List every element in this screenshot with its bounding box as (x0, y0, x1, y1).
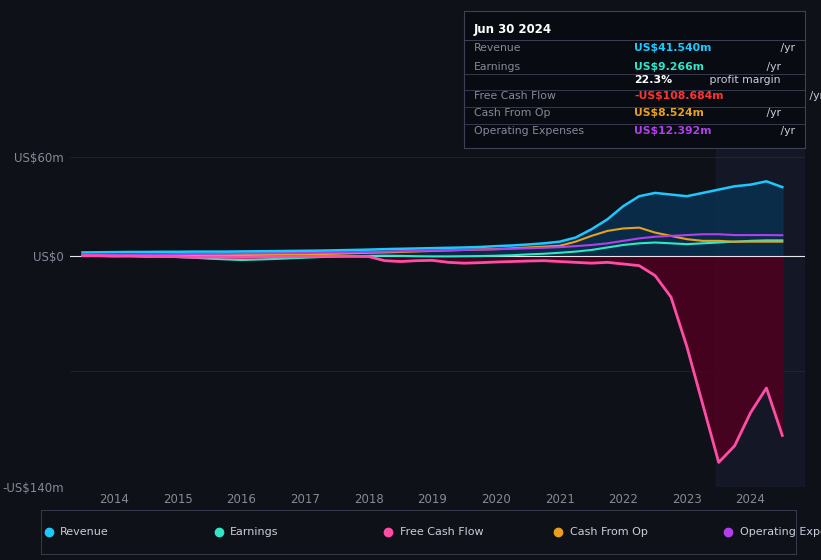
Text: Jun 30 2024: Jun 30 2024 (474, 23, 553, 36)
Text: Earnings: Earnings (474, 62, 521, 72)
Text: /yr: /yr (763, 109, 781, 118)
Text: Free Cash Flow: Free Cash Flow (474, 91, 556, 101)
Text: US$41.540m: US$41.540m (635, 43, 712, 53)
Text: Free Cash Flow: Free Cash Flow (400, 527, 484, 537)
Text: US$9.266m: US$9.266m (635, 62, 704, 72)
Text: Operating Expenses: Operating Expenses (740, 527, 821, 537)
Text: Revenue: Revenue (474, 43, 521, 53)
Text: /yr: /yr (777, 43, 796, 53)
Bar (716, 140, 805, 487)
Text: US$12.392m: US$12.392m (635, 125, 712, 136)
Text: Cash From Op: Cash From Op (474, 109, 551, 118)
Text: Earnings: Earnings (230, 527, 278, 537)
Text: 22.3%: 22.3% (635, 75, 672, 85)
Text: /yr: /yr (763, 62, 781, 72)
Text: -US$108.684m: -US$108.684m (635, 91, 724, 101)
Text: Revenue: Revenue (60, 527, 108, 537)
Text: /yr: /yr (777, 125, 796, 136)
Text: profit margin: profit margin (706, 75, 780, 85)
Text: Operating Expenses: Operating Expenses (474, 125, 584, 136)
Text: US$8.524m: US$8.524m (635, 109, 704, 118)
Text: /yr: /yr (806, 91, 821, 101)
Text: Cash From Op: Cash From Op (570, 527, 648, 537)
